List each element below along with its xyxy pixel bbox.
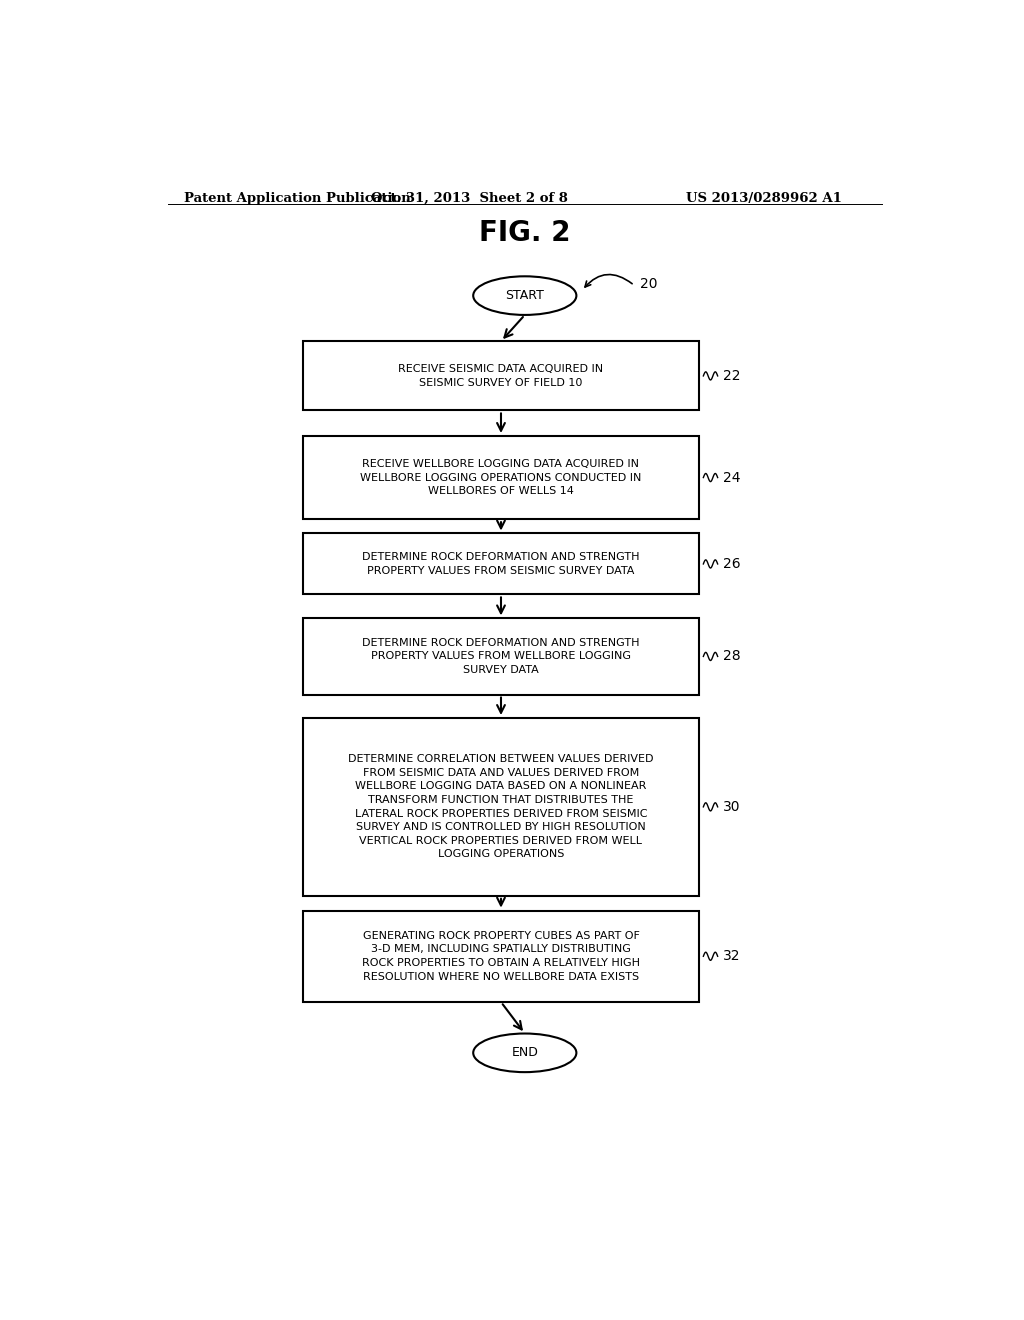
FancyBboxPatch shape bbox=[303, 436, 699, 519]
Text: 26: 26 bbox=[723, 557, 740, 572]
FancyBboxPatch shape bbox=[303, 911, 699, 1002]
Text: 24: 24 bbox=[723, 470, 740, 484]
Ellipse shape bbox=[473, 1034, 577, 1072]
FancyBboxPatch shape bbox=[303, 533, 699, 594]
Text: Oct. 31, 2013  Sheet 2 of 8: Oct. 31, 2013 Sheet 2 of 8 bbox=[371, 191, 567, 205]
Text: FIG. 2: FIG. 2 bbox=[479, 219, 570, 247]
Text: RECEIVE SEISMIC DATA ACQUIRED IN
SEISMIC SURVEY OF FIELD 10: RECEIVE SEISMIC DATA ACQUIRED IN SEISMIC… bbox=[398, 364, 603, 388]
Text: 22: 22 bbox=[723, 368, 740, 383]
Text: 30: 30 bbox=[723, 800, 740, 814]
Text: GENERATING ROCK PROPERTY CUBES AS PART OF
3-D MEM, INCLUDING SPATIALLY DISTRIBUT: GENERATING ROCK PROPERTY CUBES AS PART O… bbox=[362, 931, 640, 982]
Text: RECEIVE WELLBORE LOGGING DATA ACQUIRED IN
WELLBORE LOGGING OPERATIONS CONDUCTED : RECEIVE WELLBORE LOGGING DATA ACQUIRED I… bbox=[360, 459, 642, 496]
FancyBboxPatch shape bbox=[303, 718, 699, 896]
Text: 32: 32 bbox=[723, 949, 740, 964]
Text: US 2013/0289962 A1: US 2013/0289962 A1 bbox=[686, 191, 842, 205]
Ellipse shape bbox=[473, 276, 577, 315]
Text: START: START bbox=[506, 289, 544, 302]
Text: DETERMINE ROCK DEFORMATION AND STRENGTH
PROPERTY VALUES FROM WELLBORE LOGGING
SU: DETERMINE ROCK DEFORMATION AND STRENGTH … bbox=[362, 638, 640, 675]
Text: 20: 20 bbox=[640, 277, 657, 292]
Text: 28: 28 bbox=[723, 649, 740, 664]
Text: Patent Application Publication: Patent Application Publication bbox=[183, 191, 411, 205]
Text: DETERMINE ROCK DEFORMATION AND STRENGTH
PROPERTY VALUES FROM SEISMIC SURVEY DATA: DETERMINE ROCK DEFORMATION AND STRENGTH … bbox=[362, 552, 640, 576]
FancyBboxPatch shape bbox=[303, 618, 699, 694]
FancyBboxPatch shape bbox=[303, 342, 699, 411]
Text: DETERMINE CORRELATION BETWEEN VALUES DERIVED
FROM SEISMIC DATA AND VALUES DERIVE: DETERMINE CORRELATION BETWEEN VALUES DER… bbox=[348, 754, 653, 859]
Text: END: END bbox=[511, 1047, 539, 1060]
